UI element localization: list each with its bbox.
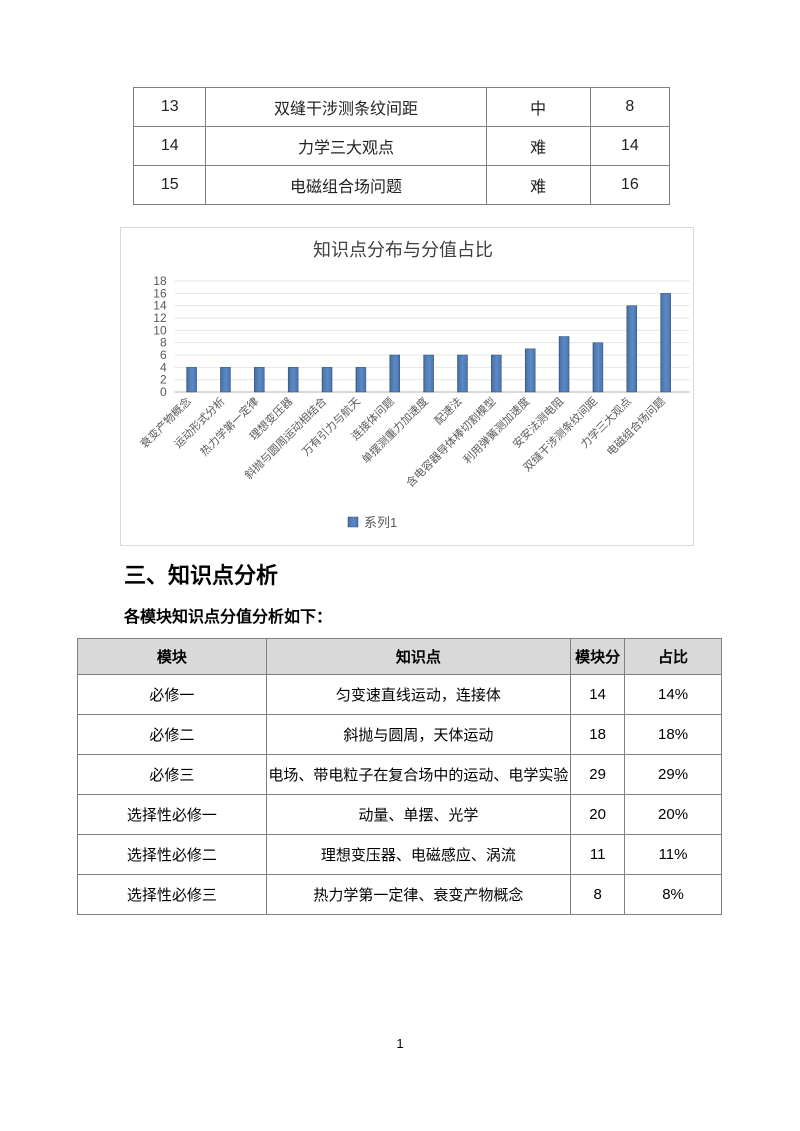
svg-text:系列1: 系列1: [364, 515, 397, 530]
svg-text:配速法: 配速法: [431, 394, 464, 427]
svg-text:16: 16: [153, 286, 167, 300]
svg-text:12: 12: [153, 311, 167, 325]
svg-text:2: 2: [160, 373, 167, 387]
svg-text:知识点分布与分值占比: 知识点分布与分值占比: [313, 240, 493, 260]
svg-text:6: 6: [160, 348, 167, 362]
svg-text:万有引力与航天: 万有引力与航天: [299, 394, 363, 458]
svg-text:热力学第一定律: 热力学第一定律: [197, 394, 261, 458]
svg-text:10: 10: [153, 323, 167, 337]
svg-text:8: 8: [160, 336, 167, 350]
svg-text:电磁组合场问题: 电磁组合场问题: [603, 394, 667, 458]
svg-text:0: 0: [160, 385, 167, 399]
svg-text:18: 18: [153, 274, 167, 288]
svg-text:4: 4: [160, 360, 167, 374]
svg-text:14: 14: [153, 299, 167, 313]
